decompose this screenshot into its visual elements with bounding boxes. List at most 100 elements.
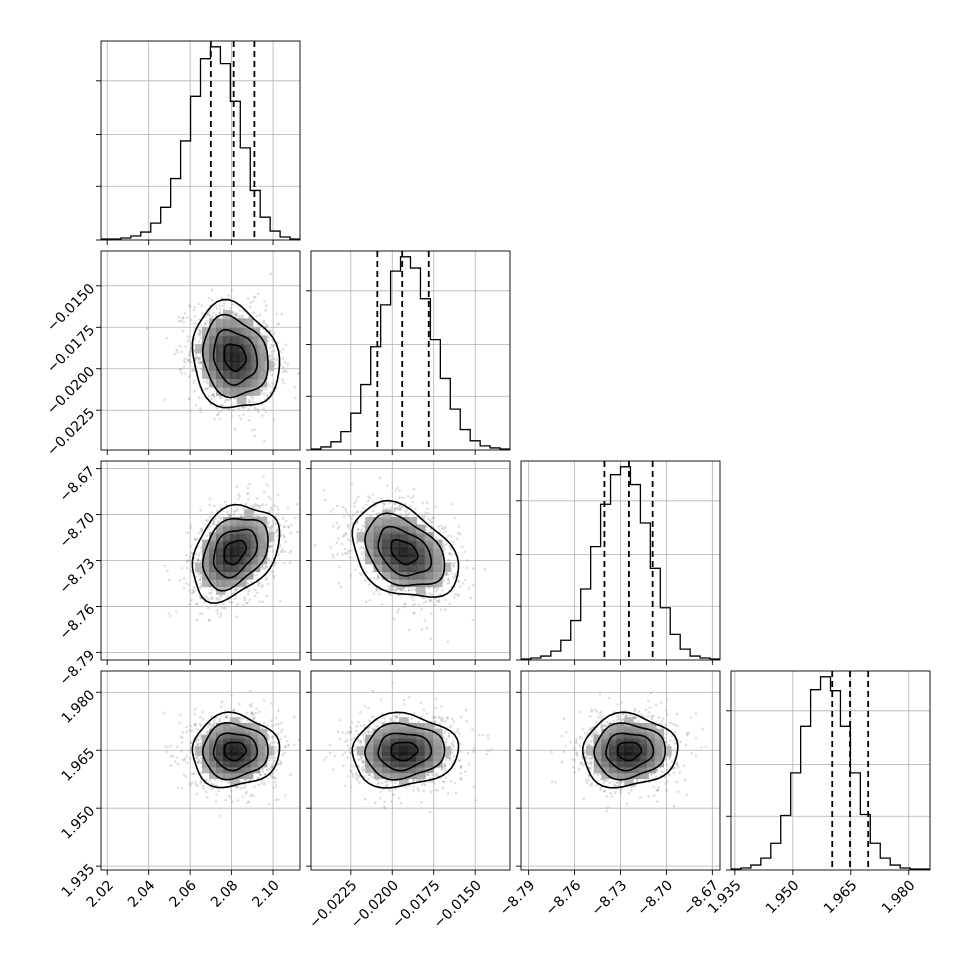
density-cell <box>390 532 401 542</box>
sample-point <box>202 388 206 392</box>
density-cell <box>236 394 247 405</box>
sample-point <box>355 499 358 502</box>
sample-point <box>186 358 190 362</box>
sample-point <box>371 509 375 513</box>
sample-point <box>204 387 208 391</box>
sample-point <box>368 576 372 580</box>
sample-point <box>393 588 396 592</box>
sample-point <box>235 615 238 618</box>
sample-point <box>430 521 433 524</box>
sample-point <box>386 588 390 591</box>
sample-point <box>246 492 249 496</box>
density-cell <box>223 577 233 588</box>
sample-point <box>279 534 283 537</box>
density-cell <box>399 554 409 565</box>
sample-point <box>335 541 339 544</box>
density-cell <box>250 343 261 354</box>
sample-point <box>337 525 341 528</box>
sample-point <box>410 596 414 600</box>
density-cell <box>373 517 384 527</box>
sample-point <box>403 589 407 593</box>
panel-frame <box>310 460 511 661</box>
density-cell <box>257 532 268 542</box>
sample-point <box>272 344 276 347</box>
sample-point <box>446 573 450 576</box>
contour-3 <box>201 313 269 399</box>
sample-point <box>236 785 239 789</box>
sample-point <box>217 521 220 524</box>
sample-point <box>277 553 280 557</box>
sample-point <box>433 597 437 601</box>
sample-point <box>337 537 340 540</box>
sample-point <box>380 603 384 606</box>
sample-point <box>351 514 355 517</box>
sample-point <box>262 567 266 571</box>
sample-point <box>268 759 271 762</box>
sample-point <box>256 514 259 518</box>
sample-point <box>169 764 172 767</box>
sample-point <box>181 758 185 762</box>
density-cell <box>382 554 392 565</box>
sample-point <box>305 742 308 745</box>
sample-point <box>271 570 274 574</box>
sample-point <box>368 599 372 602</box>
sample-point <box>275 768 278 771</box>
density-cell <box>264 532 275 542</box>
sample-point <box>186 566 189 570</box>
sample-point <box>314 543 317 547</box>
density-cell <box>365 554 375 565</box>
sample-point <box>412 494 416 498</box>
sample-point <box>402 586 405 590</box>
sample-point <box>281 378 284 382</box>
density-cell <box>195 343 205 354</box>
sample-point <box>271 771 275 775</box>
sample-point <box>199 585 203 588</box>
sample-point <box>197 554 201 558</box>
sample-point <box>274 746 278 749</box>
sample-point <box>433 603 437 607</box>
sample-point <box>195 559 199 562</box>
sample-point <box>223 400 227 404</box>
sample-point <box>260 388 264 391</box>
sample-point <box>227 399 231 402</box>
sample-point <box>217 413 220 417</box>
sample-point <box>471 584 475 587</box>
sample-point <box>274 784 278 787</box>
sample-point <box>271 525 275 528</box>
sample-point <box>452 576 455 579</box>
sample-point <box>196 558 200 561</box>
sample-point <box>408 504 412 508</box>
sample-point <box>269 497 272 501</box>
sample-point <box>212 521 215 525</box>
density-cell <box>223 562 233 572</box>
sample-point <box>207 597 210 601</box>
sample-point <box>213 418 216 421</box>
density-group <box>163 475 300 622</box>
sample-point <box>253 434 256 438</box>
sample-point <box>193 315 197 318</box>
sample-point <box>322 489 326 492</box>
sample-point <box>281 357 285 360</box>
sample-point <box>444 530 447 533</box>
sample-point <box>394 507 397 510</box>
density-cell <box>236 547 247 557</box>
sample-point <box>395 588 398 591</box>
sample-point <box>362 550 366 554</box>
sample-point <box>176 762 180 766</box>
sample-point <box>264 503 268 507</box>
density-cell <box>243 318 254 328</box>
sample-point <box>184 554 188 557</box>
sample-point <box>251 717 255 721</box>
sample-point <box>426 501 429 505</box>
density-cell <box>236 554 247 565</box>
sample-point <box>163 564 167 568</box>
sample-point <box>284 519 288 523</box>
sample-point <box>268 354 272 358</box>
sample-point <box>246 592 250 596</box>
sample-point <box>377 512 381 515</box>
sample-point <box>207 618 211 622</box>
density-cell <box>433 570 443 580</box>
sample-point <box>189 545 193 548</box>
sample-point <box>445 571 449 575</box>
density-cell <box>202 547 212 557</box>
